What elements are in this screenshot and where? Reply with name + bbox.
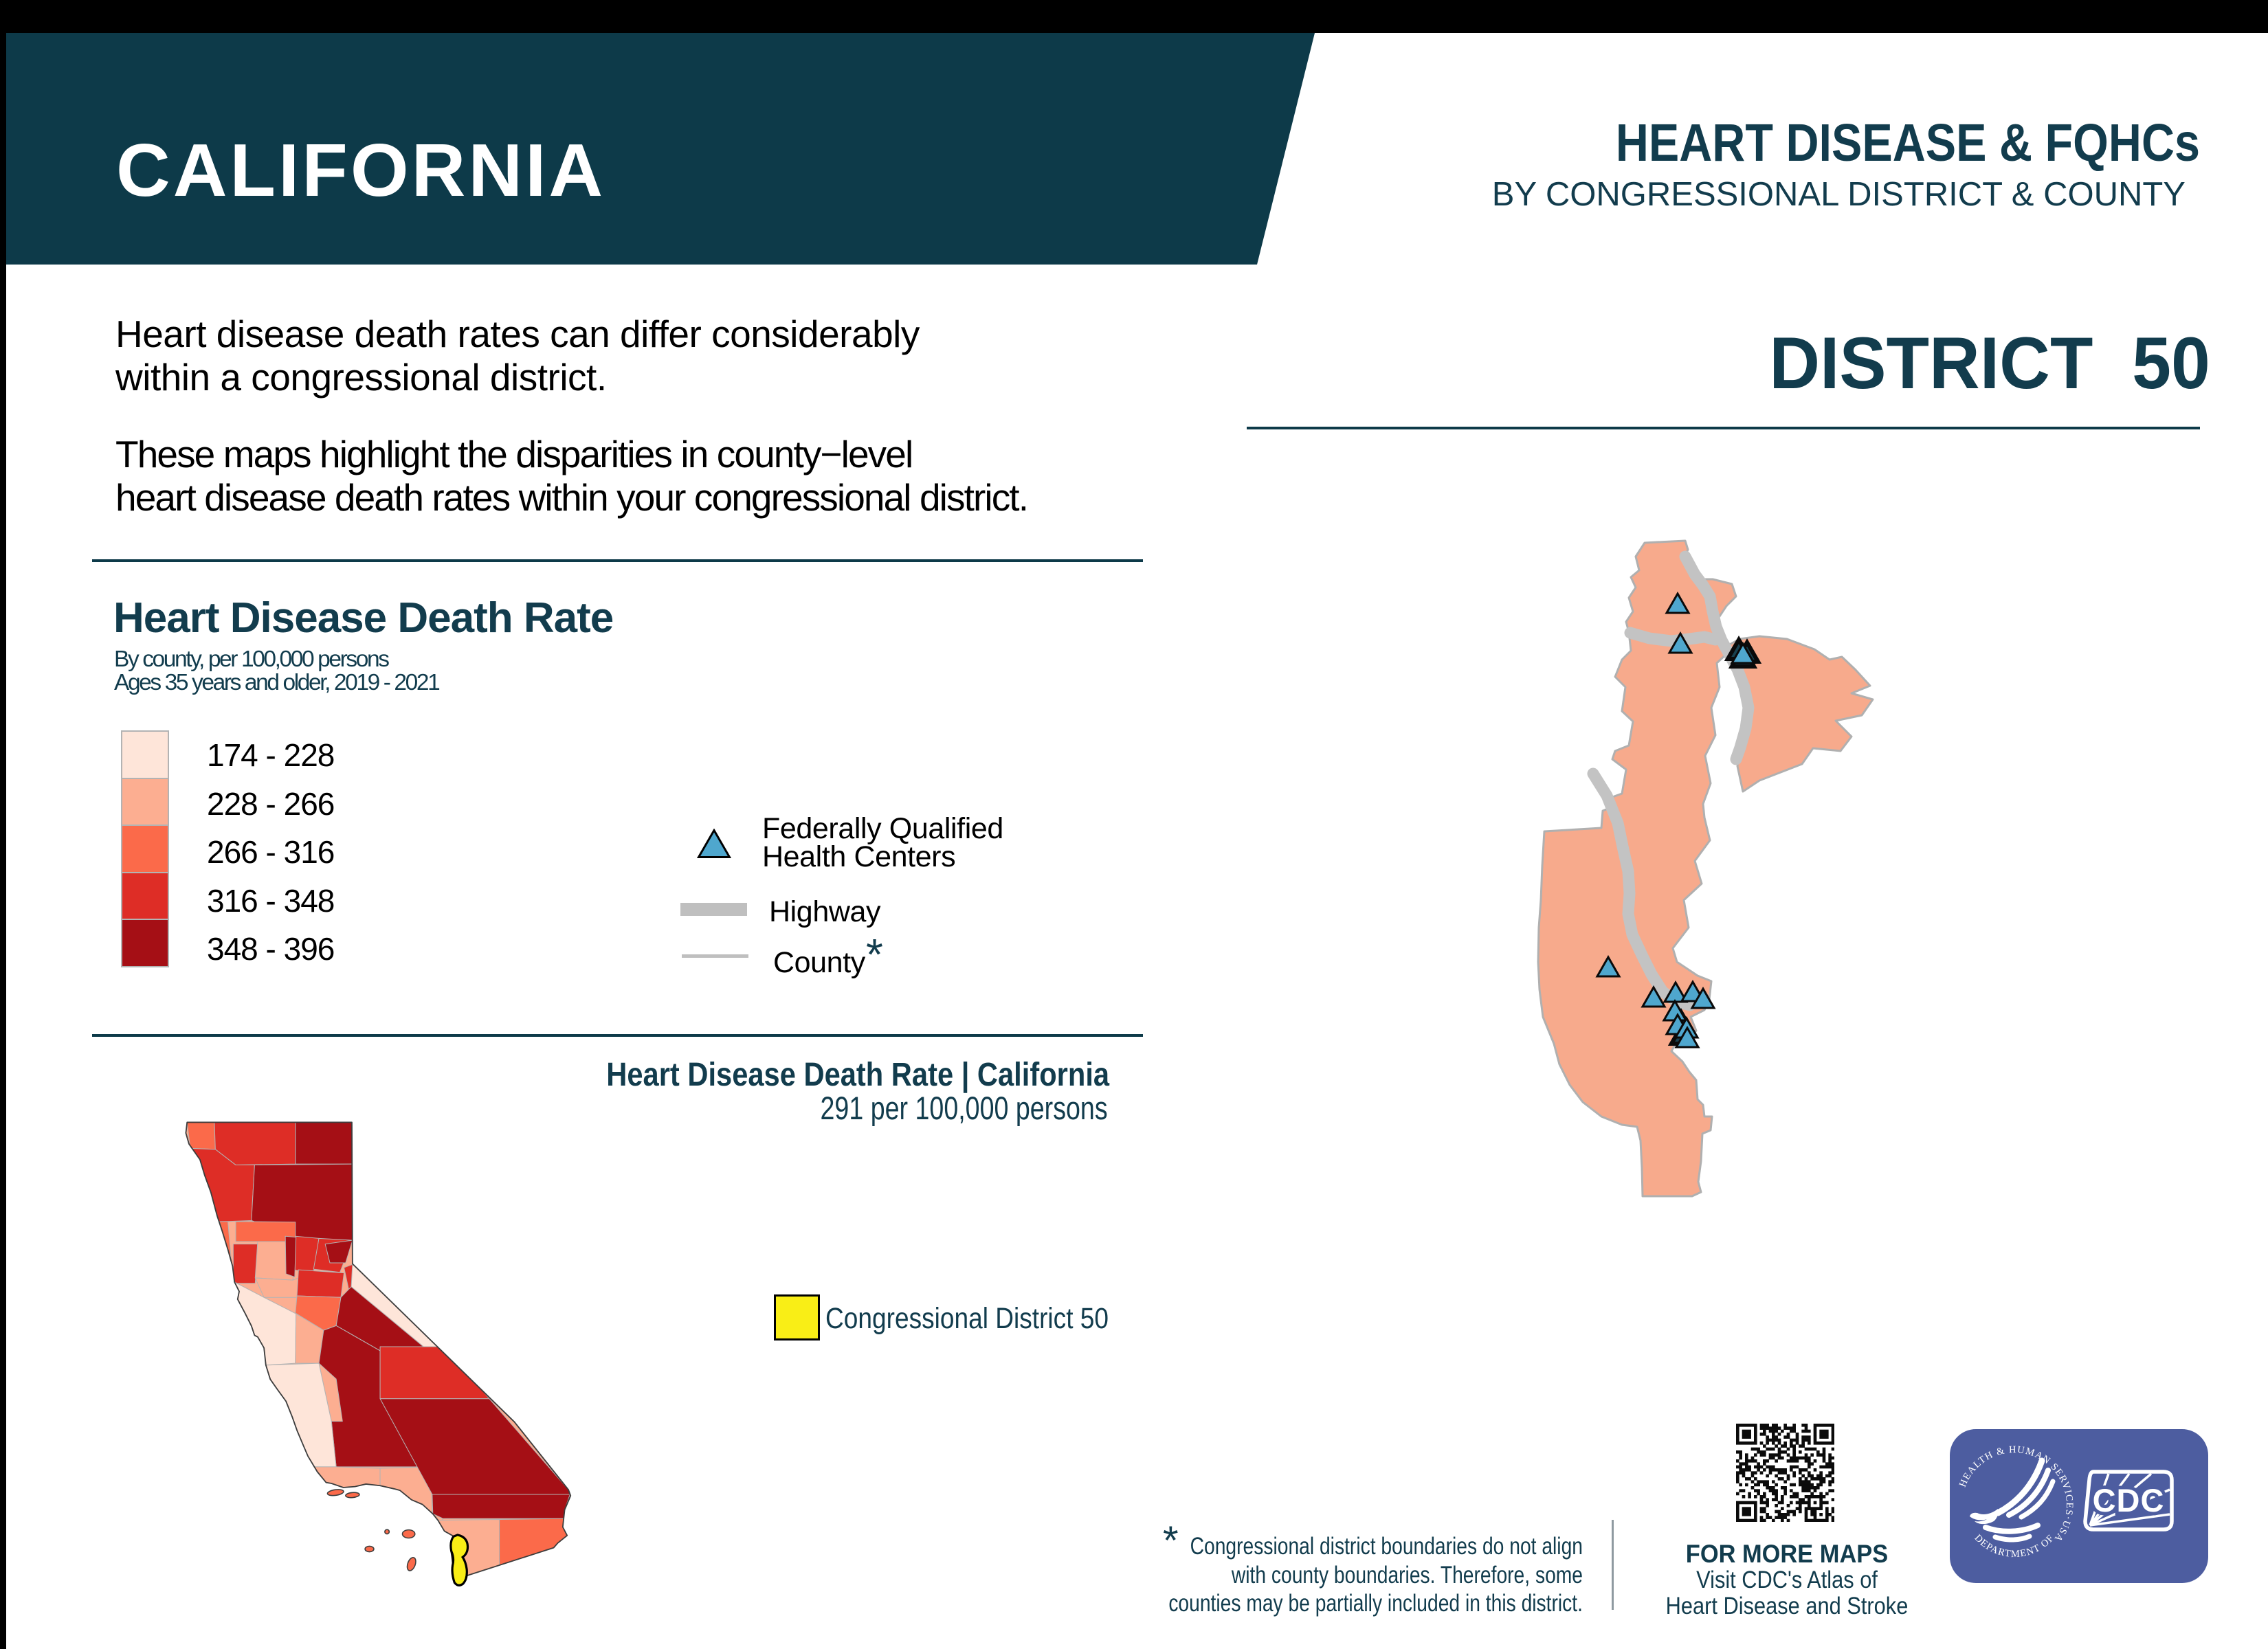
svg-text:CDC: CDC	[2093, 1482, 2165, 1518]
